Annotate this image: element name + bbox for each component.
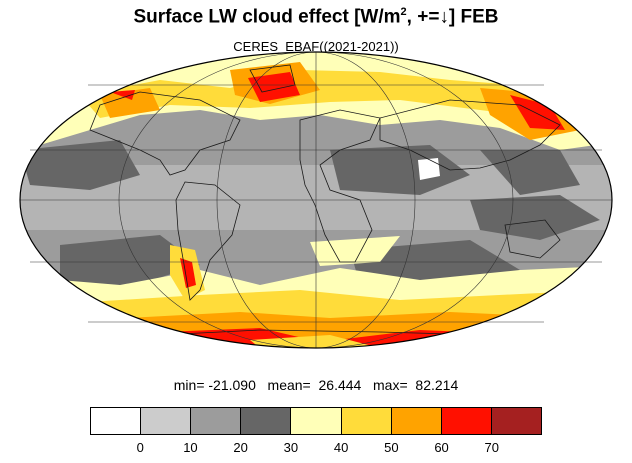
- colorbar-swatch: [91, 408, 142, 434]
- globe-border: [19, 51, 613, 349]
- field-dark-patches: [20, 140, 580, 290]
- field-maritime-dark: [470, 195, 600, 240]
- coast-europe-africa: [299, 109, 381, 263]
- field-sa-band: [310, 236, 400, 266]
- stats-readout: min= -21.090 mean= 26.444 max= 82.214: [173, 377, 459, 393]
- colorbar-tick-label: 50: [384, 440, 399, 455]
- coast-australia: [504, 219, 561, 259]
- title-superscript: 2: [400, 6, 407, 18]
- coast-south-america: [175, 181, 241, 301]
- colorbar-swatch: [341, 408, 392, 434]
- coast-asia: [379, 99, 561, 171]
- coast-north-america: [89, 91, 241, 176]
- colorbar-tick-label: 0: [136, 440, 144, 455]
- colorbar-tick-label: 20: [233, 440, 248, 455]
- colorbar-swatch: [441, 408, 492, 434]
- map-title: Surface LW cloud effect [W/m2, +=↓] FEB: [0, 6, 632, 28]
- colorbar-tick-label: 30: [283, 440, 299, 455]
- field-north-deep-orange: [100, 62, 580, 140]
- colorbar-tick-label: 60: [434, 440, 449, 455]
- colorbar-swatch: [141, 408, 192, 434]
- colorbar-swatch: [191, 408, 242, 434]
- colorbar-ticks: 0 10 20 30 40 50 60 70: [90, 440, 542, 456]
- colorbar-swatch: [491, 408, 541, 434]
- field-sahara-white: [418, 158, 440, 180]
- title-tail: , +=↓] FEB: [406, 6, 499, 28]
- colorbar-tick-label: 70: [484, 440, 499, 455]
- colorbar-swatch: [291, 408, 342, 434]
- colorbar: [90, 407, 542, 435]
- colorbar-tick-label: 10: [183, 440, 198, 455]
- colorbar-swatch: [241, 408, 292, 434]
- title-main: Surface LW cloud effect [W/m: [133, 6, 401, 28]
- colorbar-tick-label: 40: [333, 440, 349, 455]
- map-subtitle: CERES_EBAF((2021-2021)): [233, 39, 399, 54]
- colorbar-swatch: [391, 408, 442, 434]
